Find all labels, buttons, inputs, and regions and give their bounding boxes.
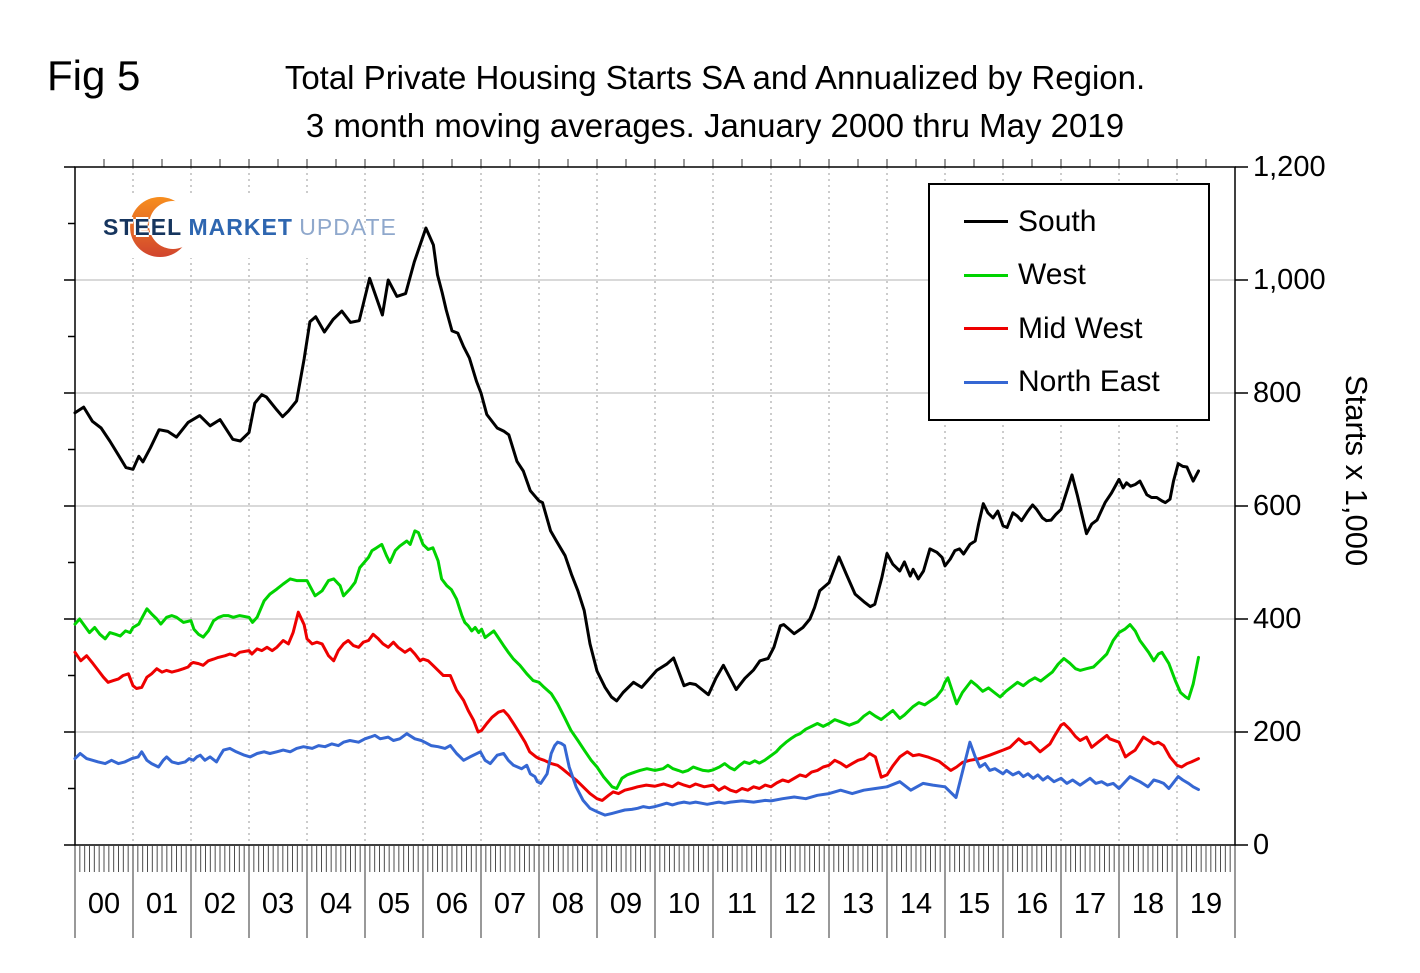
x-tick-label-13: 13 bbox=[841, 888, 875, 920]
y-tick-label-200: 200 bbox=[1253, 716, 1302, 748]
x-tick-label-01: 01 bbox=[145, 888, 179, 920]
y-tick-label-600: 600 bbox=[1253, 490, 1302, 522]
logo-text: STEEL MARKET UPDATE bbox=[103, 214, 397, 241]
logo-crescent-icon bbox=[130, 197, 191, 257]
x-tick-label-06: 06 bbox=[435, 888, 469, 920]
legend-item-west: West bbox=[964, 258, 1208, 292]
legend-label: West bbox=[1018, 258, 1086, 292]
legend-label: North East bbox=[1018, 365, 1160, 399]
chart-title-line1: Total Private Housing Starts SA and Annu… bbox=[284, 59, 1146, 96]
y-tick-label-800: 800 bbox=[1253, 377, 1302, 409]
x-tick-label-04: 04 bbox=[319, 888, 353, 920]
x-tick-label-08: 08 bbox=[551, 888, 585, 920]
x-tick-label-19: 19 bbox=[1189, 888, 1223, 920]
x-tick-label-10: 10 bbox=[667, 888, 701, 920]
x-tick-label-00: 00 bbox=[87, 888, 121, 920]
figure-number: Fig 5 bbox=[47, 52, 141, 99]
x-tick-label-09: 09 bbox=[609, 888, 643, 920]
logo-word-steel: STEEL bbox=[103, 214, 183, 240]
chart-title: Total Private Housing Starts SA and Annu… bbox=[150, 60, 1280, 144]
x-tick-label-17: 17 bbox=[1073, 888, 1107, 920]
legend-item-north-east: North East bbox=[964, 365, 1208, 399]
x-tick-label-16: 16 bbox=[1015, 888, 1049, 920]
x-tick-label-14: 14 bbox=[899, 888, 933, 920]
legend-label: Mid West bbox=[1018, 311, 1143, 345]
x-tick-label-12: 12 bbox=[783, 888, 817, 920]
series-line-west bbox=[73, 529, 1200, 790]
legend-line-sample bbox=[964, 327, 1008, 331]
steel-market-update-logo: STEEL MARKET UPDATE bbox=[101, 196, 396, 258]
logo-word-update: UPDATE bbox=[299, 214, 397, 240]
plot-frame bbox=[74, 166, 1236, 846]
legend-line-sample bbox=[964, 380, 1008, 384]
x-tick-label-11: 11 bbox=[726, 888, 758, 920]
x-tick-label-07: 07 bbox=[493, 888, 527, 920]
x-tick-label-05: 05 bbox=[377, 888, 411, 920]
series-line-north-east bbox=[73, 732, 1200, 817]
legend-line-sample bbox=[964, 273, 1008, 277]
y-tick-label-1000: 1,000 bbox=[1253, 264, 1326, 296]
series-line-south bbox=[73, 226, 1200, 703]
legend-item-south: South bbox=[964, 205, 1208, 239]
series-line-mid-west bbox=[73, 610, 1200, 802]
y-axis-label: Starts x 1,000 bbox=[1339, 375, 1374, 567]
y-tick-label-0: 0 bbox=[1253, 829, 1270, 861]
x-tick-label-15: 15 bbox=[957, 888, 991, 920]
x-tick-label-03: 03 bbox=[261, 888, 295, 920]
logo-word-market: MARKET bbox=[188, 214, 293, 240]
legend-line-sample bbox=[964, 220, 1008, 224]
legend-label: South bbox=[1018, 204, 1097, 238]
legend-item-mid-west: Mid West bbox=[964, 312, 1208, 346]
y-tick-label-400: 400 bbox=[1253, 603, 1302, 635]
y-tick-label-1200: 1,200 bbox=[1253, 151, 1326, 183]
chart-legend: South West Mid West North East bbox=[928, 183, 1210, 421]
x-tick-label-02: 02 bbox=[203, 888, 237, 920]
chart-title-line2: 3 month moving averages. January 2000 th… bbox=[305, 107, 1125, 144]
x-tick-label-18: 18 bbox=[1131, 888, 1165, 920]
